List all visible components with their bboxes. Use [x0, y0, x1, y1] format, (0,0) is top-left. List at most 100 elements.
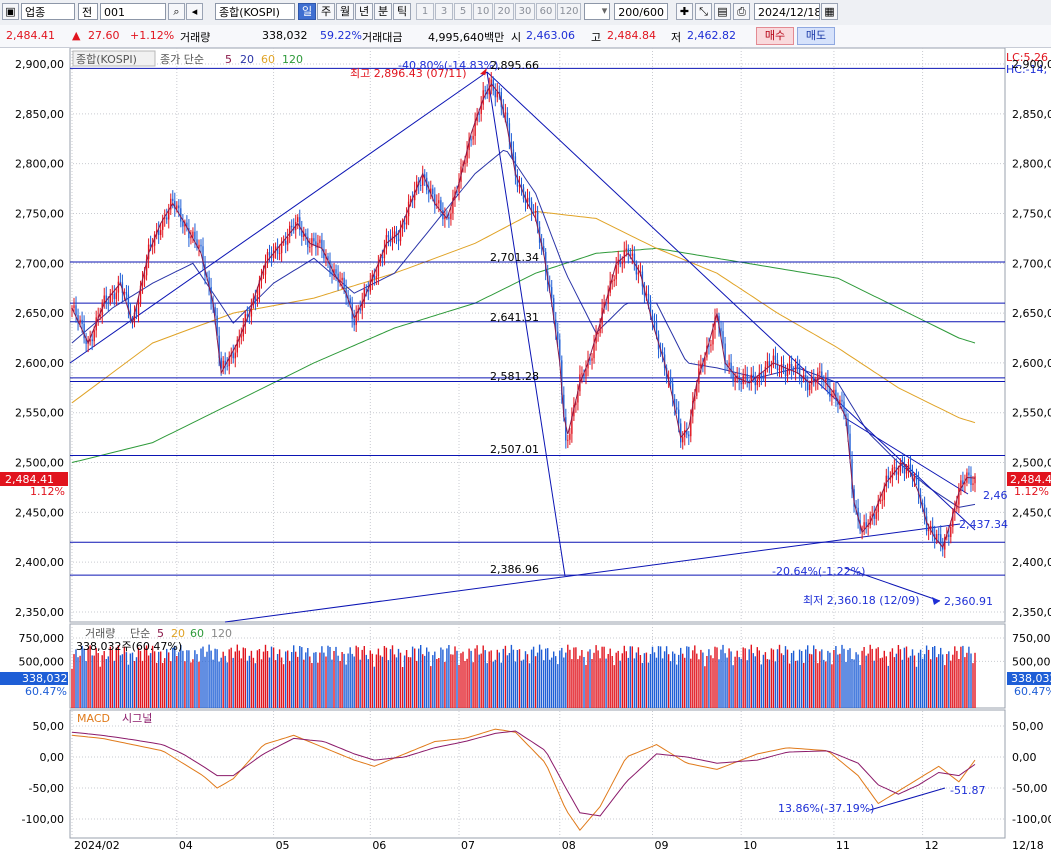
macd-panel[interactable]	[69, 709, 1006, 839]
candle	[835, 389, 837, 399]
candle	[559, 339, 561, 361]
buy-button[interactable]: 매수	[756, 27, 794, 45]
minute-1-button[interactable]: 1	[416, 3, 434, 20]
volume-bar	[381, 656, 384, 708]
volume-bar	[430, 666, 432, 708]
volume-bar	[280, 657, 283, 708]
price-panel[interactable]	[69, 48, 1006, 623]
save-icon[interactable]: ▤	[714, 3, 731, 20]
candle	[708, 345, 710, 347]
candle	[198, 244, 200, 248]
volume-bar	[208, 644, 210, 708]
volume-bar	[387, 660, 390, 708]
minute-60-button[interactable]: 60	[536, 3, 556, 20]
volume-bar	[399, 652, 402, 708]
candle	[478, 113, 480, 115]
candle	[428, 190, 430, 194]
chart-area[interactable]: 종합(KOSPI) 종가 단순 5 20 60 120 LC:5,26 HC:-…	[0, 48, 1051, 854]
period-week-button[interactable]: 주	[317, 3, 335, 20]
period-year-button[interactable]: 년	[355, 3, 373, 20]
name-field: 종합(KOSPI)	[215, 3, 295, 20]
candle	[728, 362, 730, 366]
candle	[968, 472, 970, 476]
volume-bar	[803, 662, 805, 708]
volume-bar	[522, 659, 525, 708]
candle	[492, 79, 494, 91]
candle	[716, 315, 718, 318]
trendline-recent	[844, 417, 969, 495]
high-pct-annotation: -40.80%(-14.83%)	[398, 59, 498, 72]
candle	[349, 298, 351, 304]
minute-30-button[interactable]: 30	[515, 3, 535, 20]
volume-bar	[379, 655, 382, 708]
count-field[interactable]: 200/600	[614, 3, 668, 20]
candle	[117, 281, 120, 293]
period-day-button[interactable]: 일	[298, 3, 316, 20]
candle	[974, 476, 976, 484]
volume-bar	[540, 649, 543, 708]
candle	[466, 150, 468, 163]
volume-bar	[496, 649, 498, 708]
window-icon[interactable]: ▣	[2, 3, 19, 20]
volume-bar	[710, 655, 712, 708]
candle	[391, 235, 394, 243]
minute-120-button[interactable]: 120	[557, 3, 581, 20]
cross-cursor-icon[interactable]: ✚	[676, 3, 693, 20]
volume-bar	[633, 658, 636, 708]
candle	[512, 149, 515, 157]
volume-bar	[127, 664, 130, 708]
candle	[151, 245, 154, 247]
legend-ma5: 5	[225, 53, 232, 66]
minute-20-button[interactable]: 20	[494, 3, 514, 20]
print-icon[interactable]: ⎙	[733, 3, 750, 20]
candle	[921, 503, 924, 505]
volume-bar	[510, 644, 513, 708]
current-volume-left: 338,032	[22, 672, 68, 685]
calendar-icon[interactable]: ▦	[821, 3, 838, 20]
volume-bar	[696, 653, 698, 708]
search-icon[interactable]: ⌕	[168, 3, 185, 20]
price-tick-left: 2,750,00	[15, 207, 64, 220]
minute-10-button[interactable]: 10	[473, 3, 493, 20]
volume-bar	[718, 659, 720, 708]
volume-bar	[565, 652, 567, 708]
price-tick-left: 2,550,00	[15, 407, 64, 420]
candle	[534, 211, 537, 213]
period-minute-button[interactable]: 분	[374, 3, 392, 20]
hline-label-2386: 2,386.96	[490, 563, 539, 576]
drawing-tools-icon[interactable]: ⤡	[695, 3, 712, 20]
volume-bar	[627, 657, 629, 708]
period-month-button[interactable]: 월	[336, 3, 354, 20]
market-select[interactable]: 업종	[21, 3, 75, 20]
period-tick-button[interactable]: 틱	[393, 3, 411, 20]
sell-button[interactable]: 매도	[797, 27, 835, 45]
macd-legend: MACD	[77, 712, 110, 725]
candle	[246, 314, 249, 317]
speaker-icon[interactable]: ◂	[186, 3, 203, 20]
volume-bar	[927, 649, 930, 708]
candle	[930, 525, 932, 530]
volume-bar	[341, 652, 343, 708]
custom-interval-input[interactable]	[584, 3, 610, 20]
volume-bar	[911, 649, 914, 708]
volume-bar	[97, 653, 99, 708]
volume-bar	[952, 654, 954, 708]
market-type-select[interactable]: 전	[78, 3, 98, 20]
volume-bar	[287, 650, 289, 708]
volume-bar	[198, 661, 200, 708]
volume-bar	[214, 648, 216, 708]
candle	[147, 244, 150, 260]
volume-bar	[226, 662, 228, 708]
date-field[interactable]: 2024/12/18	[754, 3, 820, 20]
volume-bar	[250, 650, 253, 708]
candle	[168, 209, 170, 220]
minute-5-button[interactable]: 5	[454, 3, 472, 20]
candle	[184, 222, 186, 227]
code-input[interactable]: 001	[100, 3, 166, 20]
candle	[895, 467, 898, 475]
minute-3-button[interactable]: 3	[435, 3, 453, 20]
chevron-down-icon[interactable]: ▾	[601, 4, 608, 17]
volume-bar	[766, 659, 769, 708]
volume-bar	[351, 653, 353, 708]
volume-bar	[359, 659, 361, 708]
